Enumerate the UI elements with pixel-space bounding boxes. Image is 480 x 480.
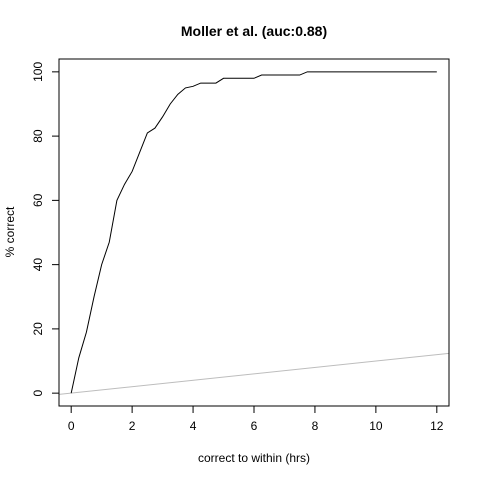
y-tick-label: 0 — [31, 389, 45, 396]
y-tick-label: 20 — [31, 322, 45, 336]
reference-diagonal-line — [59, 352, 449, 395]
x-tick-label: 0 — [68, 419, 75, 433]
x-tick-label: 4 — [190, 419, 197, 433]
y-tick-label: 100 — [31, 62, 45, 82]
plot-frame — [58, 58, 450, 407]
chart-title: Moller et al. (auc:0.88) — [181, 23, 327, 39]
y-tick-label: 80 — [31, 129, 45, 143]
x-tick-label: 10 — [369, 419, 383, 433]
x-tick-label: 8 — [312, 419, 319, 433]
y-tick-label: 40 — [31, 258, 45, 272]
x-tick-label: 6 — [251, 419, 258, 433]
x-tick-label: 12 — [430, 419, 444, 433]
x-axis-label: correct to within (hrs) — [198, 451, 310, 465]
y-tick-label: 60 — [31, 193, 45, 207]
y-axis-label: % correct — [3, 206, 17, 257]
series-line — [70, 71, 437, 394]
x-tick-label: 2 — [129, 419, 136, 433]
plot-area: 0 2 4 6 8 10 12 0 20 40 60 80 100 — [31, 58, 450, 433]
